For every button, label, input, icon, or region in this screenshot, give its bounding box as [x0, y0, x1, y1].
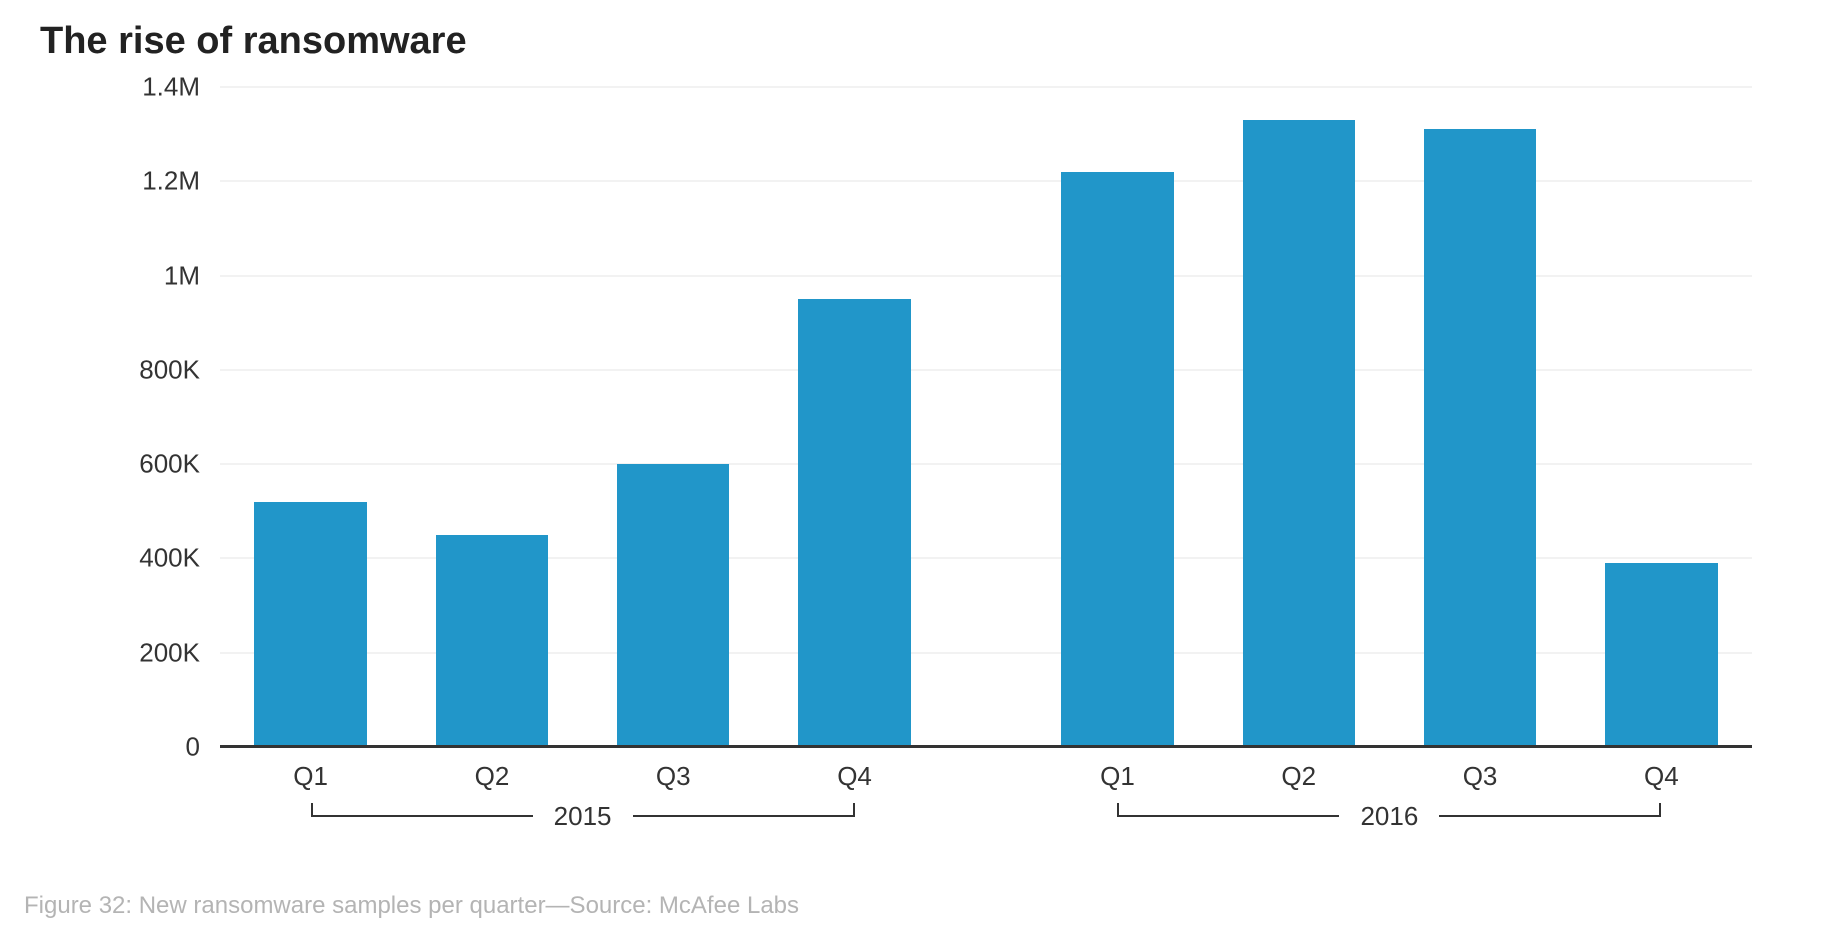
y-tick-label: 400K [139, 543, 200, 574]
x-axis-labels: Q1 Q2 Q3 Q4 Q1 Q2 Q3 Q4 [220, 747, 1752, 797]
x-tick-label: Q1 [1100, 761, 1135, 792]
year-bracket-label: 2016 [1344, 801, 1434, 832]
bars-layer [220, 87, 1752, 747]
year-bracket-label: 2015 [538, 801, 628, 832]
x-tick-label: Q2 [475, 761, 510, 792]
year-bracket: 2016 [1117, 803, 1661, 831]
year-bracket: 2015 [311, 803, 855, 831]
y-tick-label: 200K [139, 637, 200, 668]
bar [254, 502, 366, 747]
bar [798, 299, 910, 747]
y-tick-label: 1M [164, 260, 200, 291]
x-tick-label: Q3 [656, 761, 691, 792]
y-tick-label: 600K [139, 449, 200, 480]
figure-caption: Figure 32: New ransomware samples per qu… [24, 892, 799, 920]
bar [1605, 563, 1717, 747]
y-tick-label: 1.4M [142, 72, 200, 103]
x-tick-label: Q4 [837, 761, 872, 792]
year-group-brackets: 2015 2016 [220, 797, 1752, 847]
bar-chart: 0200K400K600K800K1M1.2M1.4M [220, 87, 1752, 747]
x-tick-label: Q2 [1281, 761, 1316, 792]
bar [436, 535, 548, 747]
y-tick-label: 0 [186, 732, 200, 763]
x-tick-label: Q1 [293, 761, 328, 792]
chart-title: The rise of ransomware [40, 20, 1792, 63]
bar [617, 464, 729, 747]
bar [1243, 120, 1355, 747]
y-tick-label: 800K [139, 354, 200, 385]
y-tick-label: 1.2M [142, 166, 200, 197]
x-tick-label: Q3 [1463, 761, 1498, 792]
bar [1424, 129, 1536, 747]
x-tick-label: Q4 [1644, 761, 1679, 792]
bar [1061, 172, 1173, 747]
